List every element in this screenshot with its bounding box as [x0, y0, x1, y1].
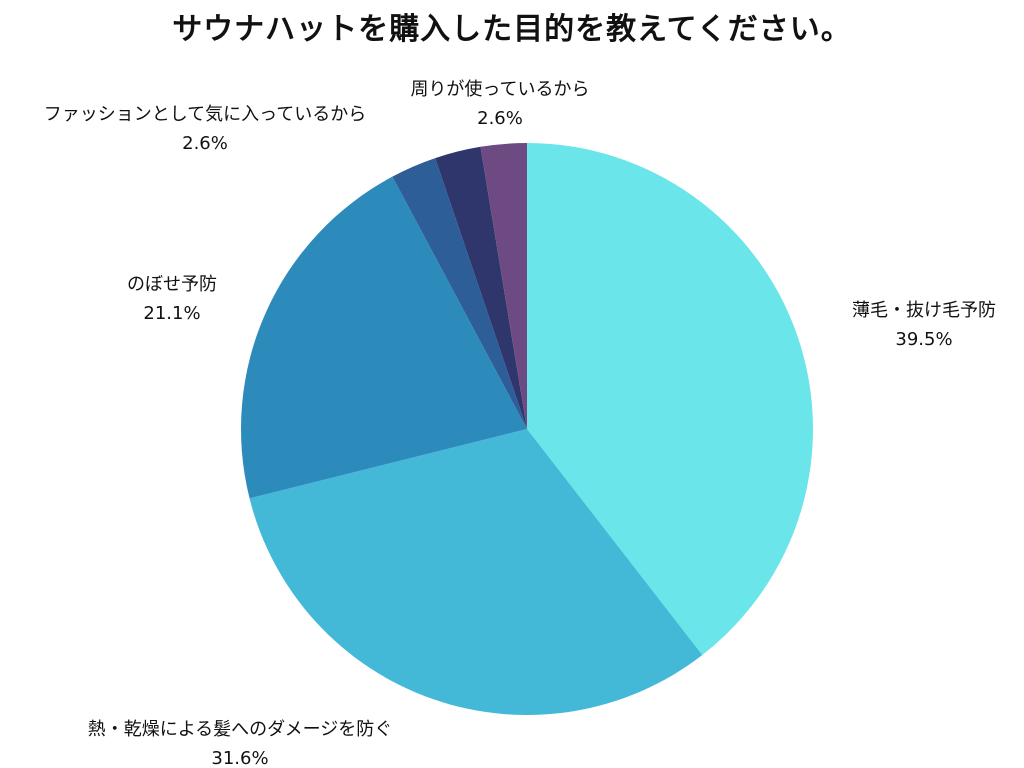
slice-label-6: 周りが使っているから: [410, 79, 589, 100]
pie-slice-4: [392, 158, 527, 429]
pie-slice-1: [527, 143, 813, 655]
pie-slices: [240, 143, 813, 715]
slice-value-2: 31.6%: [211, 748, 268, 768]
pie-slice-2: [249, 429, 703, 715]
slice-value-6: 2.6%: [477, 108, 523, 129]
slice-label-2: 熱・乾燥による髪へのダメージを防ぐ: [88, 718, 393, 740]
pie-labels: 薄毛・抜け毛予防 39.5% 熱・乾燥による髪へのダメージを防ぐ 31.6% のぼせ予防…: [44, 79, 996, 768]
slice-label-4: ファッションとして気に入っているから: [44, 104, 367, 125]
slice-label-1: 薄毛・抜け毛予防: [852, 300, 996, 321]
pie-slice-6: [480, 143, 527, 429]
slice-value-3: 21.1%: [143, 303, 200, 324]
pie-slice-3: [240, 176, 527, 499]
slice-value-1: 39.5%: [895, 329, 952, 350]
slice-value-4: 2.6%: [182, 133, 228, 154]
pie-slice-5: [435, 146, 527, 429]
slice-label-3: のぼせ予防: [127, 274, 217, 295]
chart-title: サウナハットを購入した目的を教えてください。: [172, 12, 852, 47]
